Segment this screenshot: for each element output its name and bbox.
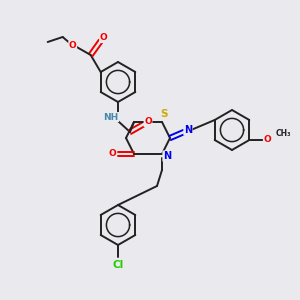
- Text: O: O: [108, 149, 116, 158]
- Text: Cl: Cl: [112, 260, 124, 270]
- Text: O: O: [100, 34, 108, 43]
- Text: S: S: [160, 109, 168, 119]
- Text: O: O: [263, 136, 271, 145]
- Text: N: N: [184, 125, 192, 135]
- Text: CH₃: CH₃: [275, 128, 291, 137]
- Text: NH: NH: [103, 112, 118, 122]
- Text: O: O: [69, 41, 76, 50]
- Text: O: O: [144, 118, 152, 127]
- Text: N: N: [163, 151, 171, 161]
